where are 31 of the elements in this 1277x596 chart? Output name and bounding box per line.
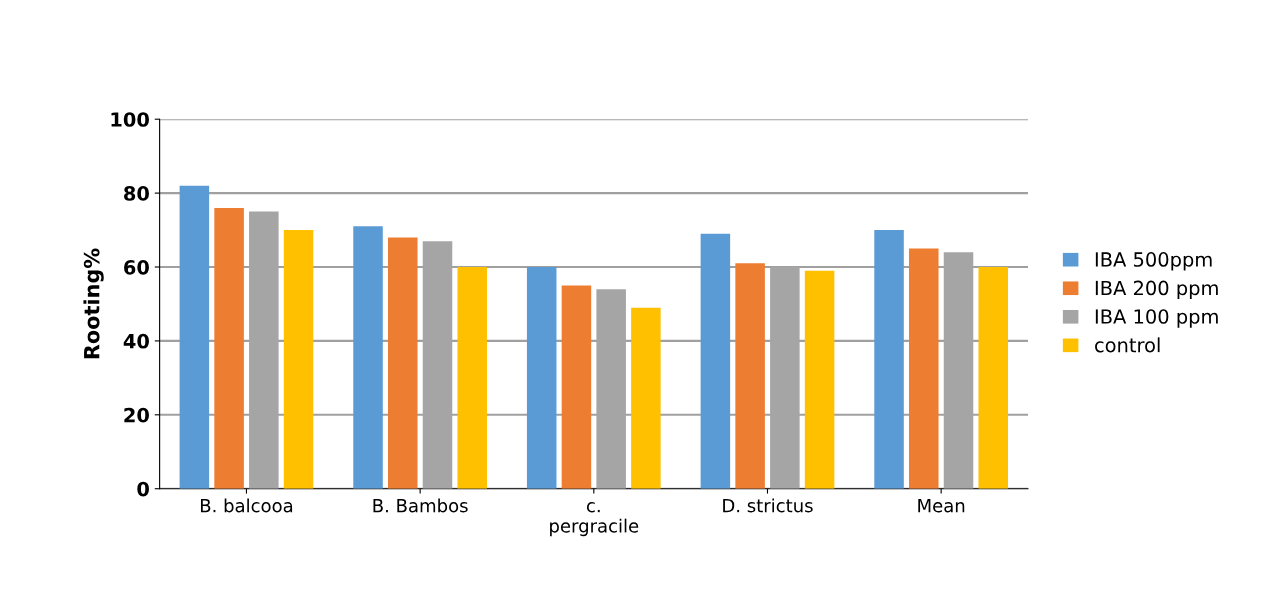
x-tick-label: D. strictus	[723, 498, 813, 513]
y-tick-label: 20	[124, 407, 149, 423]
bar	[874, 230, 904, 489]
x-tick-label: c. pergracile	[550, 502, 639, 537]
bar	[735, 263, 765, 489]
bar	[909, 248, 939, 489]
legend-label: IBA 100 ppm	[1095, 309, 1218, 328]
bar	[353, 226, 383, 489]
y-tick-label: 100	[111, 112, 149, 127]
bar	[214, 207, 244, 489]
bar	[526, 267, 557, 489]
y-tick-label: 60	[124, 259, 149, 275]
bar	[561, 285, 592, 489]
bar	[388, 237, 418, 489]
y-tick-label: 80	[124, 186, 149, 201]
y-axis-title: Rooting%	[83, 248, 104, 359]
bar	[631, 307, 661, 489]
x-tick-label: B. balcooa	[200, 498, 293, 513]
legend-label: IBA 200 ppm	[1095, 280, 1218, 300]
bar	[283, 230, 314, 489]
bar	[179, 185, 210, 489]
y-tick-label: 40	[123, 333, 149, 349]
bar	[804, 270, 835, 489]
y-tick-label: 0	[137, 481, 149, 497]
legend-label: control	[1095, 337, 1160, 353]
x-tick-label: Mean	[918, 499, 965, 513]
legend-label: IBA 500ppm	[1095, 252, 1212, 271]
bar	[457, 267, 487, 489]
bar	[978, 267, 1009, 489]
x-tick-label: B. Bambos	[373, 498, 468, 513]
bar	[700, 233, 731, 489]
